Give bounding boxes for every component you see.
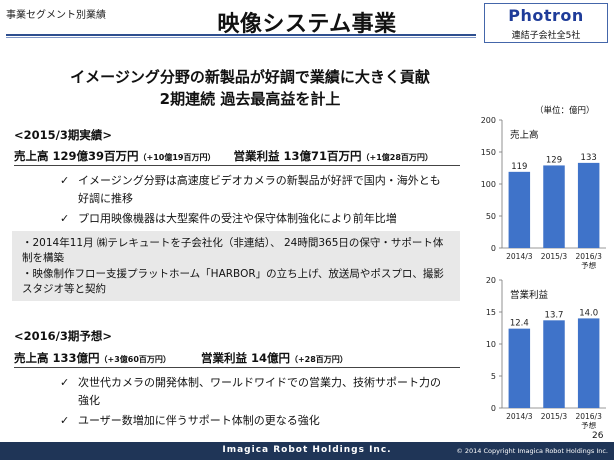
- y-tick-label: 15: [486, 308, 496, 317]
- results-2015-bullet-2: ✓ プロ用映像機器は大型案件の受注や保守体制強化により前年比増: [60, 210, 460, 228]
- x-tick-label: 2016/3: [575, 412, 602, 421]
- x-tick-label: 予想: [581, 420, 596, 430]
- bar: [543, 165, 565, 248]
- y-tick-label: 150: [481, 148, 496, 157]
- forecast-2016-kpis: 売上高 133億円（+3億60百万円） 営業利益 14億円（+28百万円）: [14, 350, 348, 366]
- y-tick-label: 10: [486, 340, 496, 349]
- x-tick-label: 2015/3: [541, 252, 568, 261]
- x-tick-label: 予想: [581, 260, 596, 270]
- forecast-2016-bullet-1: ✓ 次世代カメラの開発体制、ワールドワイドでの営業力、技術サポート力の強化: [60, 374, 460, 410]
- page-number: 26: [592, 431, 604, 441]
- footer-bar: Imagica Robot Holdings Inc. © 2014 Copyr…: [0, 442, 614, 460]
- bar-value-label: 133: [581, 153, 597, 163]
- logo-subtitle: 連結子会社全5社: [511, 31, 581, 41]
- bar-value-label: 12.4: [510, 319, 529, 329]
- bullet-text: 次世代カメラの開発体制、ワールドワイドでの営業力、技術サポート力の強化: [78, 376, 441, 407]
- logo-name: Photron: [508, 6, 584, 25]
- highlight-item-1: ・2014年11月 ㈱テレキュートを子会社化（非連結）、 24時間365日の保守…: [22, 237, 444, 264]
- y-tick-label: 0: [491, 244, 496, 253]
- profit-2016-value: 営業利益 14億円: [200, 351, 290, 365]
- sales-2016-change: （+3億60百万円）: [99, 355, 171, 364]
- bullet-text: イメージング分野は高速度ビデオカメラの新製品が好評で国内・海外とも好調に推移: [78, 174, 441, 205]
- company-logo: Photron 連結子会社全5社: [484, 3, 608, 43]
- x-tick-label: 2014/3: [506, 412, 533, 421]
- bar: [543, 320, 565, 408]
- forecast-2016-heading: <2016/3期予想>: [14, 329, 112, 343]
- forecast-2016-bullet-2: ✓ ユーザー数増加に伴うサポート体制の更なる強化: [60, 412, 460, 430]
- bar: [508, 328, 531, 408]
- bar: [577, 162, 600, 248]
- y-tick-label: 100: [481, 180, 496, 189]
- y-tick-label: 200: [481, 116, 496, 125]
- sales-2015-change: （+10億19百万円）: [138, 153, 216, 162]
- y-tick-label: 20: [486, 276, 496, 285]
- sales-2015-value: 売上高 129億39百万円: [14, 149, 139, 163]
- profit-bar-chart: 0 5 10 15 20 営業利益 12.4 2014/3 13.7 2015/3 14.0 2016…: [486, 276, 606, 430]
- bar-value-label: 129: [546, 155, 562, 165]
- headline-sub: 2期連続 過去最高益を計上: [159, 90, 341, 108]
- profit-2016-change: （+28百万円）: [289, 355, 348, 364]
- profit-chart: 0 5 10 15 20 営業利益 12.4 2014/3 13.7 2015/3 14.0 2016…: [470, 272, 614, 434]
- bullet-text: ユーザー数増加に伴うサポート体制の更なる強化: [78, 414, 320, 427]
- kpi-underline-2015: [14, 165, 460, 166]
- bar: [508, 171, 531, 248]
- check-icon: ✓: [60, 212, 70, 225]
- chart-title: 売上高: [510, 129, 539, 141]
- footer-brand: Imagica Robot Holdings Inc.: [222, 445, 392, 455]
- results-2015-kpis: 売上高 129億39百万円（+10億19百万円） 営業利益 13億71百万円（+…: [14, 148, 433, 164]
- section-label: 事業セグメント別業績: [6, 10, 106, 21]
- x-tick-label: 2014/3: [506, 252, 533, 261]
- headline-main: イメージング分野の新製品が好調で業績に大きく貢献: [70, 68, 430, 86]
- highlights-box: ・2014年11月 ㈱テレキュートを子会社化（非連結）、 24時間365日の保守…: [12, 231, 460, 301]
- page-title: 映像システム事業: [217, 12, 397, 37]
- bar: [577, 318, 600, 408]
- header-divider-thin: [6, 37, 476, 38]
- kpi-underline-2016: [14, 367, 460, 368]
- footer-copyright: © 2014 Copyright Imagica Robot Holdings …: [456, 447, 608, 455]
- results-2015-heading: <2015/3期実績>: [14, 128, 112, 142]
- results-2015-bullet-1: ✓ イメージング分野は高速度ビデオカメラの新製品が好評で国内・海外とも好調に推移: [60, 172, 460, 208]
- unit-label: （単位：億円）: [535, 106, 595, 116]
- sales-chart: 0 50 100 150 200 売上高 119 2014/3 129 2015/3 133 2016…: [470, 112, 614, 274]
- highlight-item-2: ・映像制作フロー支援プラットホーム「HARBOR」の立ち上げ、放送局やポスプロ、…: [22, 268, 444, 295]
- x-tick-label: 2015/3: [541, 412, 568, 421]
- sales-2016-value: 売上高 133億円: [14, 351, 100, 365]
- y-tick-label: 0: [491, 404, 496, 413]
- check-icon: ✓: [60, 376, 70, 389]
- profit-2015-value: 営業利益 13億71百万円: [233, 149, 362, 163]
- sales-bar-chart: 0 50 100 150 200 売上高 119 2014/3 129 2015/3 133 2016…: [481, 116, 606, 270]
- x-tick-label: 2016/3: [575, 252, 602, 261]
- bar-value-label: 14.0: [579, 308, 598, 318]
- bar-value-label: 13.7: [545, 310, 564, 320]
- bullet-text: プロ用映像機器は大型案件の受注や保守体制強化により前年比増: [78, 212, 397, 225]
- profit-2015-change: （+1億28百万円）: [361, 153, 433, 162]
- chart-title: 営業利益: [510, 289, 549, 301]
- y-tick-label: 5: [491, 372, 496, 381]
- check-icon: ✓: [60, 174, 70, 187]
- check-icon: ✓: [60, 414, 70, 427]
- header-divider: [6, 34, 476, 36]
- bar-value-label: 119: [511, 162, 527, 172]
- y-tick-label: 50: [486, 212, 496, 221]
